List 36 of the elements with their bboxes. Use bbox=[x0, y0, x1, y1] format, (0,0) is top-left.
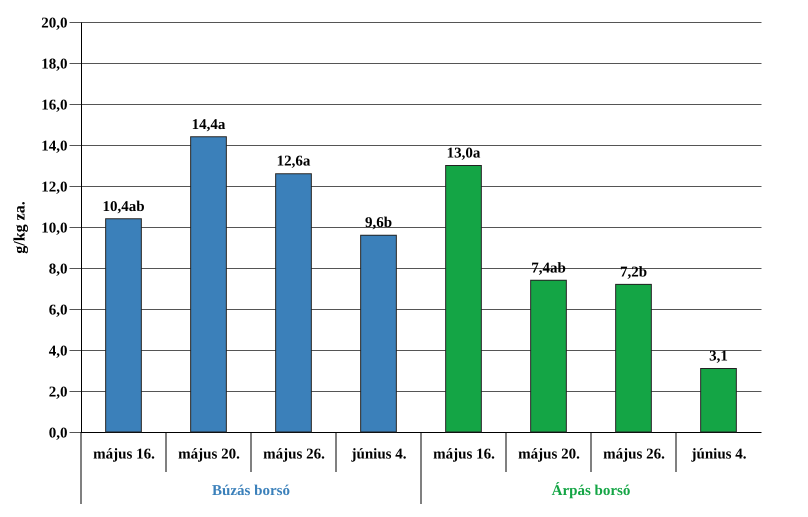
bar bbox=[275, 173, 312, 432]
x-tick-label: június 4. bbox=[690, 446, 747, 462]
y-tick-label: 16,0 bbox=[41, 98, 68, 114]
y-tick-label: 20,0 bbox=[41, 16, 68, 32]
data-label: 14,4a bbox=[192, 116, 226, 133]
y-tick-label: 4,0 bbox=[48, 344, 68, 360]
x-tick-label: május 26. bbox=[603, 446, 666, 462]
bar bbox=[445, 165, 482, 432]
x-tick-label: június 4. bbox=[350, 446, 407, 462]
data-label: 3,1 bbox=[709, 348, 728, 364]
y-tick-label: 0,0 bbox=[48, 426, 68, 442]
y-tick-label: 18,0 bbox=[41, 56, 68, 72]
y-tick-label: 12,0 bbox=[41, 180, 68, 196]
x-tick-label: május 16. bbox=[93, 446, 156, 462]
x-tick-label: május 26. bbox=[263, 446, 326, 462]
y-tick-label: 14,0 bbox=[41, 138, 68, 154]
bar bbox=[530, 280, 567, 432]
bar bbox=[190, 136, 227, 432]
text: Búzás borsó bbox=[212, 483, 290, 499]
bar bbox=[360, 234, 397, 432]
data-label: 7,2b bbox=[620, 264, 648, 280]
x-tick-label: május 20. bbox=[518, 446, 580, 462]
data-label: 10,4ab bbox=[102, 198, 145, 215]
data-label: 13,0a bbox=[446, 146, 481, 162]
y-tick-label: 6,0 bbox=[48, 302, 68, 318]
bar bbox=[105, 218, 142, 432]
bar bbox=[615, 284, 652, 432]
data-label: 12,6a bbox=[276, 154, 311, 170]
text: Árpás borsó bbox=[552, 482, 630, 499]
y-tick-label: 8,0 bbox=[48, 262, 68, 278]
y-tick-label: 10,0 bbox=[41, 220, 68, 236]
x-tick-label: május 16. bbox=[433, 446, 496, 462]
x-tick-label: május 20. bbox=[178, 446, 240, 462]
y-tick-label: 2,0 bbox=[48, 384, 68, 400]
bar bbox=[700, 368, 737, 432]
y-axis-title: g/kg za. bbox=[11, 201, 28, 254]
